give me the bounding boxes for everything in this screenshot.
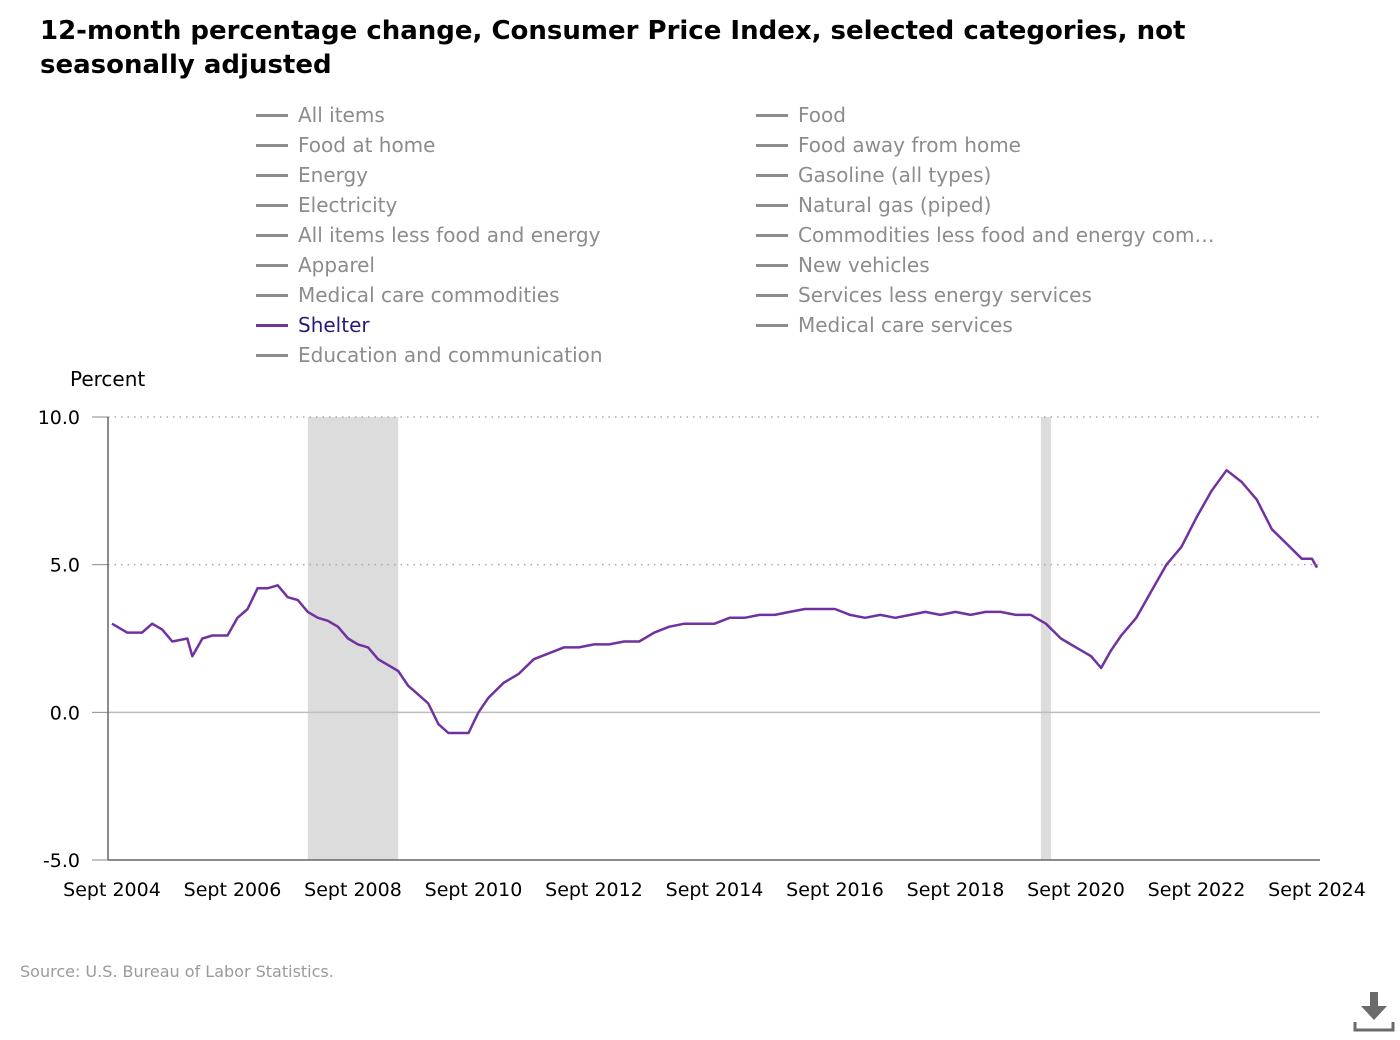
recession-band — [1040, 417, 1051, 860]
legend-swatch — [756, 233, 788, 237]
y-axis-label: Percent — [70, 367, 146, 391]
legend-item[interactable]: Education and communication — [256, 340, 603, 370]
legend-swatch — [756, 293, 788, 297]
legend-label: Medical care commodities — [298, 283, 560, 307]
legend-label: Shelter — [298, 313, 370, 337]
legend-item[interactable]: All items — [256, 100, 385, 130]
y-tick-label: 5.0 — [50, 555, 80, 577]
legend-swatch — [756, 263, 788, 267]
legend-item[interactable]: Gasoline (all types) — [756, 160, 991, 190]
source-note: Source: U.S. Bureau of Labor Statistics. — [20, 962, 334, 981]
chart-plot: 10.0 5.0 0.0 -5.0 Sept 2004 Sept 2006 Sept 200… — [38, 407, 1366, 901]
legend-item[interactable]: Food — [756, 100, 846, 130]
legend-label: Commodities less food and energy com… — [798, 223, 1215, 247]
x-tick-label: Sept 2008 — [304, 879, 402, 901]
legend-label: Food away from home — [798, 133, 1021, 157]
legend-item[interactable]: Natural gas (piped) — [756, 190, 991, 220]
y-tick-label: -5.0 — [43, 850, 80, 872]
x-tick-label: Sept 2022 — [1148, 879, 1246, 901]
legend-swatch — [756, 323, 788, 327]
x-tick-label: Sept 2016 — [786, 879, 884, 901]
download-icon — [1353, 992, 1395, 1032]
legend-item[interactable]: Services less energy services — [756, 280, 1092, 310]
legend-swatch — [756, 143, 788, 147]
x-tick-label: Sept 2006 — [184, 879, 282, 901]
legend-swatch — [256, 293, 288, 297]
chart-title: 12-month percentage change, Consumer Pri… — [40, 16, 1186, 80]
legend-label: New vehicles — [798, 253, 930, 277]
legend-label: Apparel — [298, 253, 375, 277]
legend-item[interactable]: Commodities less food and energy com… — [756, 220, 1215, 250]
legend-label: All items less food and energy — [298, 223, 601, 247]
x-tick-label: Sept 2014 — [666, 879, 764, 901]
legend-item[interactable]: Electricity — [256, 190, 397, 220]
legend-label: Energy — [298, 163, 369, 187]
legend-swatch — [256, 263, 288, 267]
legend-label: Services less energy services — [798, 283, 1092, 307]
download-button[interactable] — [1352, 990, 1396, 1034]
legend-item[interactable]: New vehicles — [756, 250, 930, 280]
legend-swatch — [256, 113, 288, 117]
legend-label: Gasoline (all types) — [798, 163, 992, 187]
legend-swatch — [756, 113, 788, 117]
x-tick-label: Sept 2020 — [1027, 879, 1125, 901]
legend-swatch — [256, 233, 288, 237]
series-line-shelter — [111, 468, 1319, 735]
legend-label: Electricity — [298, 193, 398, 217]
legend-item[interactable]: Food at home — [256, 130, 435, 160]
legend-label: Natural gas (piped) — [798, 193, 992, 217]
legend-item[interactable]: Apparel — [256, 250, 375, 280]
legend-item[interactable]: Medical care commodities — [256, 280, 559, 310]
x-tick-label: Sept 2018 — [907, 879, 1005, 901]
legend-item[interactable]: Food away from home — [756, 130, 1021, 160]
legend-swatch — [256, 203, 288, 207]
x-tick-label: Sept 2010 — [425, 879, 523, 901]
x-tick-label: Sept 2024 — [1268, 879, 1366, 901]
x-tick-label: Sept 2004 — [63, 879, 161, 901]
legend-item[interactable]: All items less food and energy — [256, 220, 600, 250]
legend-label: Food at home — [298, 133, 436, 157]
y-tick-label: 10.0 — [38, 407, 80, 429]
legend-swatch — [256, 143, 288, 147]
legend-swatch — [756, 173, 788, 177]
legend-swatch — [756, 203, 788, 207]
legend-label: Food — [798, 103, 846, 127]
legend-swatch — [256, 353, 288, 357]
legend-label: All items — [298, 103, 385, 127]
legend-label: Education and communication — [298, 343, 603, 367]
x-tick-label: Sept 2012 — [545, 879, 643, 901]
legend-item[interactable]: Shelter — [256, 310, 370, 340]
legend-label: Medical care services — [798, 313, 1013, 337]
recession-band — [307, 417, 399, 860]
legend: All items Food Food at home Food away from … — [256, 100, 1256, 370]
legend-item[interactable]: Medical care services — [756, 310, 1013, 340]
legend-item[interactable]: Energy — [256, 160, 368, 190]
legend-swatch — [256, 173, 288, 177]
y-tick-label: 0.0 — [50, 702, 80, 724]
legend-swatch — [256, 323, 288, 327]
